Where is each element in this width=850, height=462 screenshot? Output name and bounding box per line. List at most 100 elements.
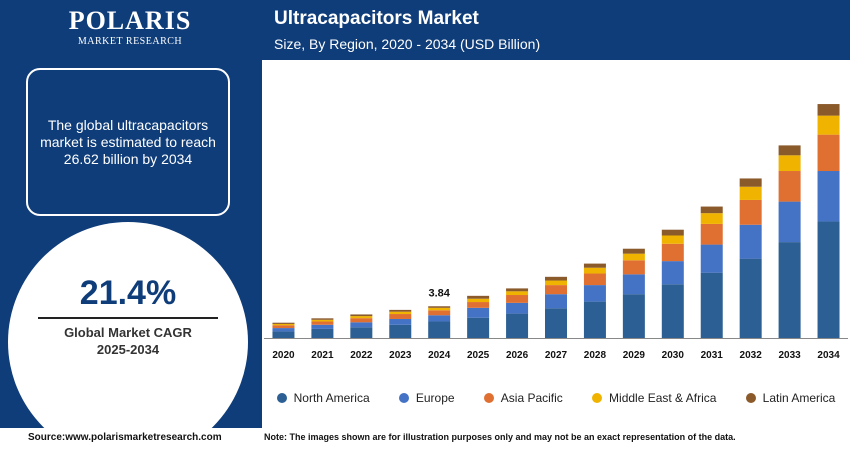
bar-segment-2020-north-america (272, 331, 295, 338)
bar-segment-2027-north-america (545, 308, 567, 338)
bar-segment-2026-asia-pacific (506, 295, 529, 303)
bar-segment-2024-europe (428, 315, 451, 322)
bar-segment-2021-north-america (311, 328, 334, 338)
chart-title: Ultracapacitors Market (274, 8, 479, 29)
bar-segment-2033-europe (778, 201, 801, 243)
bar-segment-2032-latin-america (739, 178, 762, 187)
legend-label-asia-pacific: Asia Pacific (500, 391, 563, 405)
chart-legend: North America Europe Asia Pacific Middle Ea… (262, 388, 850, 408)
bar-segment-2025-middle-east-africa (467, 298, 490, 303)
legend-label-north-america: North America (293, 391, 370, 405)
bar-segment-2029-europe (622, 274, 645, 295)
legend-swatch-asia-pacific (483, 393, 494, 403)
x-tick-label-2034: 2034 (817, 350, 840, 361)
x-tick-label-2025: 2025 (467, 350, 490, 361)
bar-segment-2034-middle-east-africa (817, 115, 840, 135)
bar-segment-2025-europe (467, 307, 490, 318)
bar-segment-2022-north-america (350, 327, 373, 338)
bar-segment-2022-latin-america (350, 314, 373, 317)
bar-segment-2027-asia-pacific (545, 285, 567, 295)
bar-segment-2028-latin-america (583, 263, 606, 268)
x-tick-label-2030: 2030 (662, 350, 685, 361)
logo-name: POLARIS (68, 6, 192, 35)
bar-segment-2029-middle-east-africa (622, 253, 645, 261)
bar-segment-2029-latin-america (622, 248, 645, 254)
bar-segment-2033-asia-pacific (778, 171, 801, 202)
legend-swatch-middle-east-africa (592, 393, 603, 403)
bar-segment-2029-asia-pacific (622, 260, 645, 275)
bar-segment-2026-latin-america (506, 288, 529, 292)
bar-segment-2028-asia-pacific (583, 273, 606, 286)
x-tick-label-2020: 2020 (272, 350, 295, 361)
chart-subtitle: Size, By Region, 2020 - 2034 (USD Billio… (274, 36, 541, 52)
bar-segment-2030-europe (661, 261, 684, 285)
bar-segment-2034-north-america (817, 221, 840, 338)
bar-segment-2021-middle-east-africa (311, 319, 334, 322)
bar-segment-2028-middle-east-africa (583, 267, 606, 274)
source-text: Source:www.polarismarketresearch.com (28, 432, 222, 443)
bar-segment-2025-asia-pacific (467, 302, 490, 308)
bar-segment-2026-north-america (506, 313, 529, 338)
bar-segment-2022-europe (350, 322, 373, 328)
legend-label-middle-east-africa: Middle East & Africa (609, 391, 717, 405)
bar-segment-2031-middle-east-africa (700, 213, 723, 224)
cagr-circle: 21.4% Global Market CAGR 2025-2034 (8, 222, 248, 462)
legend-item-asia-pacific: Asia Pacific (483, 391, 563, 405)
legend-label-europe: Europe (415, 391, 455, 405)
bar-segment-2023-europe (389, 318, 412, 325)
bar-segment-2031-asia-pacific (700, 223, 723, 245)
bar-segment-2022-middle-east-africa (350, 316, 373, 319)
bar-segment-2034-asia-pacific (817, 134, 840, 172)
bar-segment-2032-europe (739, 224, 762, 259)
bar-segment-2020-latin-america (272, 322, 295, 324)
bar-segment-2027-middle-east-africa (545, 280, 567, 286)
x-tick-label-2029: 2029 (623, 350, 646, 361)
x-tick-label-2023: 2023 (389, 350, 412, 361)
bar-segment-2024-latin-america (428, 306, 451, 308)
bar-segment-2033-middle-east-africa (778, 155, 801, 172)
bar-segment-2020-asia-pacific (272, 325, 295, 329)
data-label-2024: 3.84 (428, 287, 450, 299)
legend-label-latin-america: Latin America (762, 391, 836, 405)
cagr-label: Global Market CAGR 2025-2034 (8, 324, 248, 358)
cagr-label-line2: 2025-2034 (96, 342, 160, 357)
x-tick-label-2022: 2022 (350, 350, 373, 361)
bar-segment-2024-asia-pacific (428, 310, 451, 316)
polaris-logo: POLARIS MARKET RESEARCH (60, 6, 200, 48)
bar-segment-2021-asia-pacific (311, 321, 334, 325)
bar-segment-2020-middle-east-africa (272, 323, 295, 326)
bar-segment-2020-europe (272, 328, 295, 332)
summary-text: The global ultracapacitors market is est… (40, 116, 216, 167)
cagr-label-line1: Global Market CAGR (64, 325, 192, 340)
x-tick-label-2028: 2028 (584, 350, 607, 361)
bar-segment-2023-middle-east-africa (389, 311, 412, 315)
cagr-divider (38, 317, 218, 319)
legend-item-europe: Europe (398, 391, 455, 405)
bar-segment-2031-europe (700, 244, 723, 273)
bar-segment-2032-asia-pacific (739, 199, 762, 225)
bar-segment-2021-europe (311, 324, 334, 329)
bar-segment-2030-middle-east-africa (661, 235, 684, 244)
x-tick-label-2021: 2021 (311, 350, 334, 361)
bar-segment-2032-middle-east-africa (739, 186, 762, 200)
bar-segment-2024-north-america (428, 321, 451, 338)
bar-segment-2023-asia-pacific (389, 314, 412, 319)
legend-item-latin-america: Latin America (745, 391, 836, 405)
bar-segment-2023-north-america (389, 324, 412, 338)
bar-segment-2031-north-america (700, 272, 723, 338)
bar-segment-2021-latin-america (311, 318, 334, 320)
legend-item-middle-east-africa: Middle East & Africa (592, 391, 716, 405)
bar-segment-2033-latin-america (778, 145, 801, 156)
x-tick-label-2031: 2031 (701, 350, 724, 361)
bar-segment-2033-north-america (778, 242, 801, 338)
footer-band (0, 428, 850, 451)
bar-segment-2030-asia-pacific (661, 243, 684, 262)
x-tick-label-2026: 2026 (506, 350, 529, 361)
bar-segment-2032-north-america (739, 258, 762, 338)
bar-segment-2028-europe (583, 285, 606, 302)
bar-segment-2030-latin-america (661, 229, 684, 236)
chart-header: Ultracapacitors Market Size, By Region, … (262, 0, 850, 60)
bar-segment-2025-north-america (467, 317, 490, 338)
x-tick-label-2032: 2032 (740, 350, 763, 361)
bar-segment-2030-north-america (661, 284, 684, 338)
